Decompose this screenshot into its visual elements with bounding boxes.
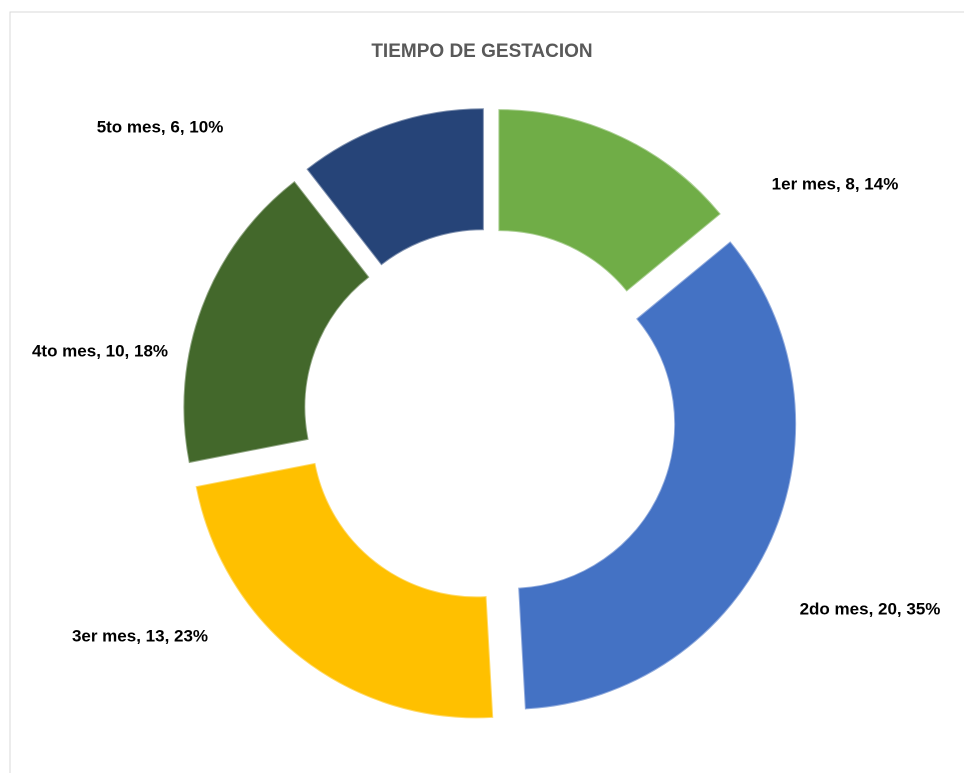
donut-slice	[518, 241, 797, 710]
data-label: 5to mes, 6, 10%	[97, 117, 224, 136]
donut-slice	[498, 109, 721, 292]
donut-slice	[183, 180, 370, 464]
data-label: 4to mes, 10, 18%	[32, 341, 168, 360]
chart-title: TIEMPO DE GESTACION	[371, 41, 592, 62]
data-label: 1er mes, 8, 14%	[772, 174, 899, 193]
donut-slice	[195, 462, 494, 719]
donut-slice	[306, 108, 484, 266]
data-label: 2do mes, 20, 35%	[800, 599, 941, 618]
data-label: 3er mes, 13, 23%	[72, 626, 208, 645]
